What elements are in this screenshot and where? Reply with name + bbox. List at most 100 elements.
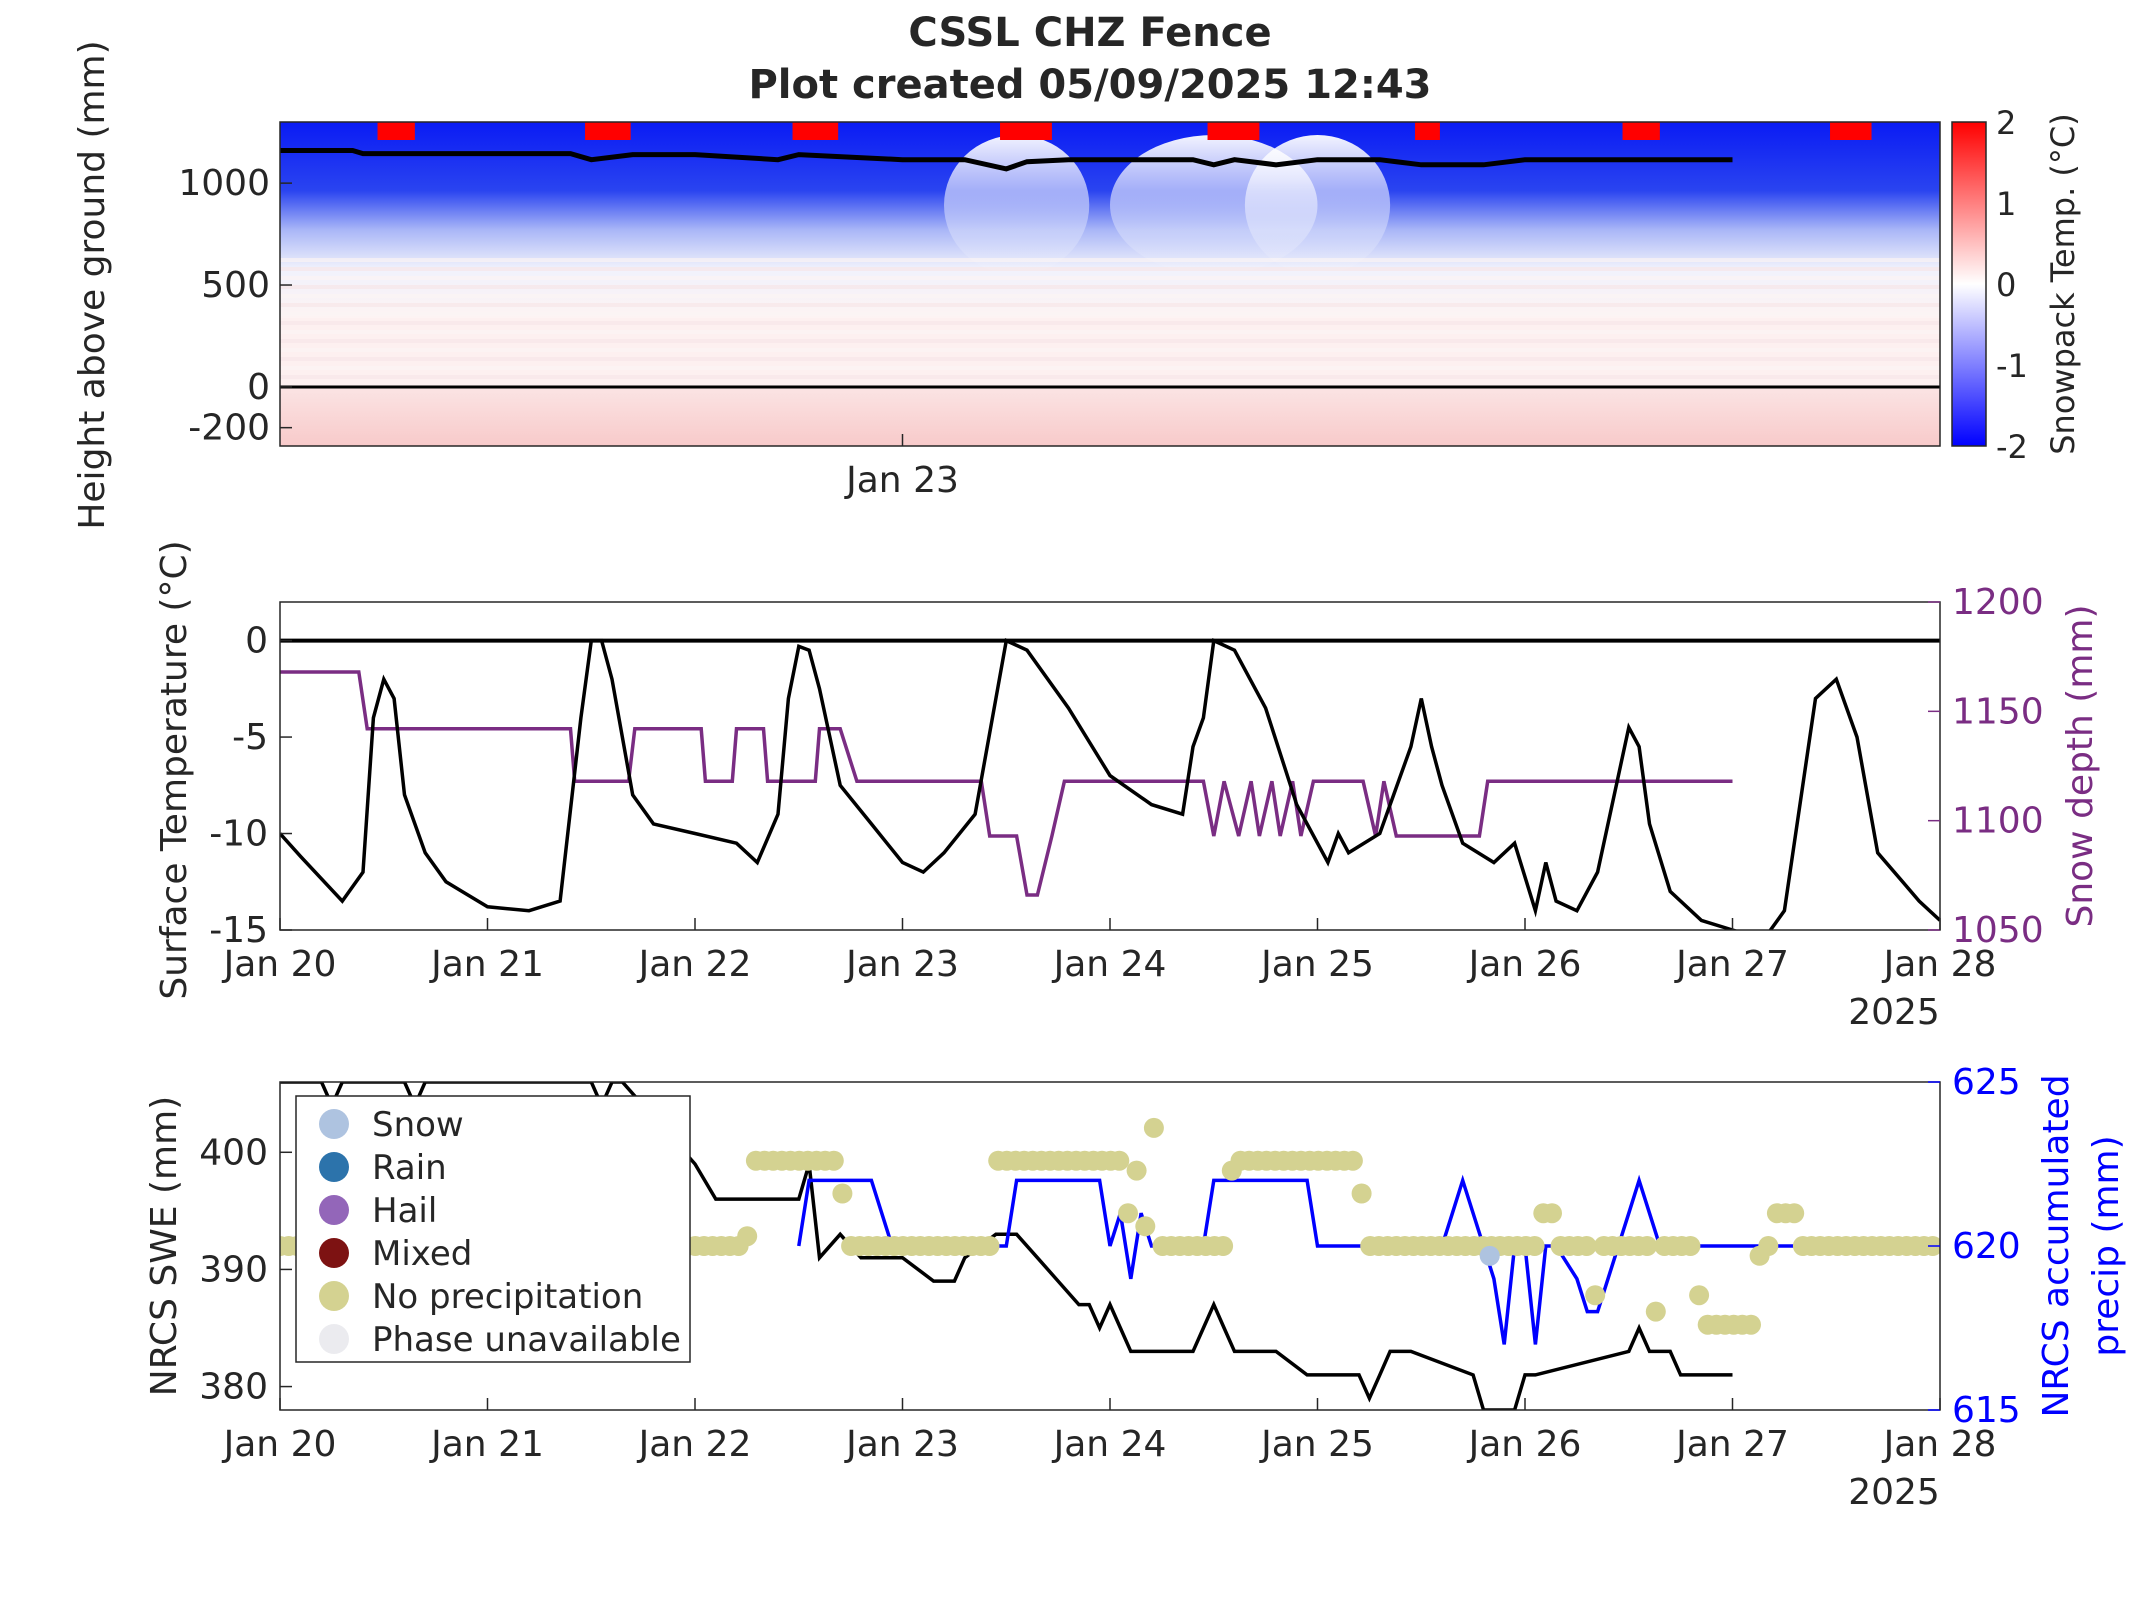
temperature-x-tick-label: Jan 25 — [1259, 944, 1374, 985]
no-precip-marker — [1637, 1236, 1658, 1256]
heatmap-ground-layer — [280, 387, 1940, 446]
legend-label: Snow — [372, 1105, 464, 1145]
swe-x-tick-label: Jan 25 — [1259, 1424, 1374, 1465]
no-precip-marker — [979, 1236, 1000, 1256]
heatmap-x-tick-label: Jan 23 — [844, 460, 959, 501]
legend-label: No precipitation — [372, 1277, 643, 1317]
temperature-x-tick-label: Jan 24 — [1052, 944, 1167, 985]
heatmap-x-ticks: Jan 23 — [844, 434, 959, 501]
legend-label: Rain — [372, 1148, 447, 1188]
accumulated-precip-line — [797, 1174, 1940, 1345]
swe-x-tick-label: Jan 23 — [844, 1424, 959, 1465]
heatmap-stripe — [280, 303, 1940, 307]
snow-depth-y-tick-label: 1150 — [1952, 691, 2044, 732]
snow-depth-y-tick-label: 1100 — [1952, 801, 2044, 842]
legend-marker — [319, 1109, 349, 1139]
temperature-y-label: Surface Temperature (°C) — [154, 540, 195, 999]
temperature-x-ticks: Jan 20 Jan 21 Jan 22 Jan 23 Jan 24 Jan 25 Jan … — [222, 918, 1996, 985]
swe-y-tick-label: 400 — [199, 1132, 268, 1173]
snow-surface-line — [280, 148, 1733, 172]
no-precip-marker — [823, 1150, 844, 1171]
swe-x-tick-label: Jan 26 — [1467, 1424, 1582, 1465]
no-precip-marker — [1118, 1203, 1138, 1224]
no-precip-marker — [1126, 1160, 1147, 1181]
temperature-y-tick-label: -10 — [209, 814, 268, 855]
colorbar-tick-label: -2 — [1996, 428, 2028, 466]
heatmap-warm-mark — [1000, 122, 1052, 140]
heatmap-y-tick-label: 500 — [201, 265, 270, 306]
heatmap-warm-mark — [377, 122, 415, 140]
heatmap-y-tick-label: -200 — [188, 408, 270, 449]
no-precip-marker — [1784, 1203, 1805, 1224]
temperature-y-tick-label: -5 — [232, 717, 268, 758]
heatmap-warm-mark — [585, 122, 631, 140]
temperature-x-tick-label: Jan 27 — [1674, 944, 1789, 985]
legend-label: Phase unavailable — [372, 1320, 681, 1360]
colorbar-tick-label: 1 — [1996, 185, 2016, 223]
heatmap-stripe — [280, 330, 1940, 334]
no-precip-marker — [1342, 1150, 1363, 1171]
heatmap-stripe — [280, 366, 1940, 370]
no-precip-marker — [737, 1226, 758, 1247]
temperature-y-tick-label: -15 — [209, 910, 268, 951]
heatmap-stripe — [280, 312, 1940, 316]
precip-y-ticks: 615 620 625 — [1928, 1062, 2021, 1431]
no-precip-marker — [1758, 1236, 1779, 1256]
heatmap-stripe — [280, 348, 1940, 352]
snow-depth-y-label: Snow depth (mm) — [2060, 604, 2101, 927]
heatmap-stripe — [280, 276, 1940, 280]
temperature-x-tick-label: Jan 23 — [844, 944, 959, 985]
swe-y-tick-label: 380 — [199, 1367, 268, 1408]
temperature-y-tick-label: 0 — [245, 621, 268, 662]
precip-y-tick-label: 615 — [1952, 1390, 2021, 1431]
swe-x-ticks: Jan 20 Jan 21 Jan 22 Jan 23 Jan 24 Jan 25 Jan … — [222, 1398, 1996, 1465]
swe-y-ticks: 380 390 400 — [199, 1132, 292, 1408]
temperature-y-ticks: -15 -10 -5 0 — [209, 621, 292, 951]
swe-x-tick-label: Jan 27 — [1674, 1424, 1789, 1465]
legend-label: Hail — [372, 1191, 437, 1231]
swe-y-label: NRCS SWE (mm) — [144, 1096, 185, 1396]
heatmap-surface-warm-marks — [377, 122, 1872, 140]
heatmap-warm-mark — [1207, 122, 1260, 140]
heatmap-warm-zones — [944, 135, 1391, 275]
snow-marker — [1479, 1245, 1500, 1266]
heatmap-warm-mark — [792, 122, 839, 140]
no-precip-marker — [1524, 1236, 1545, 1256]
legend-marker — [319, 1281, 349, 1311]
legend-marker — [319, 1238, 349, 1268]
chart-title: CSSL CHZ Fence — [908, 10, 1271, 56]
temperature-year-label: 2025 — [1848, 992, 1940, 1033]
legend-box — [295, 1095, 691, 1363]
heatmap-warm-zone — [944, 135, 1090, 275]
swe-x-tick-label: Jan 21 — [429, 1424, 544, 1465]
colorbar-label: Snowpack Temp. (°C) — [2044, 113, 2082, 455]
no-precip-marker — [1576, 1236, 1597, 1256]
heatmap-stripe — [280, 375, 1940, 379]
swe-y-tick-label: 390 — [199, 1249, 268, 1290]
heatmap-stripe — [280, 357, 1940, 361]
no-precip-marker — [1680, 1236, 1701, 1256]
precip-y-tick-label: 620 — [1952, 1226, 2021, 1267]
no-precip-marker — [1143, 1117, 1164, 1138]
legend-marker — [319, 1324, 349, 1354]
swe-x-tick-label: Jan 24 — [1052, 1424, 1167, 1465]
heatmap-y-tick-label: 0 — [247, 367, 270, 408]
heatmap-axes-box — [279, 121, 1941, 447]
precip-y-tick-label: 625 — [1952, 1062, 2021, 1103]
no-precip-marker — [1542, 1203, 1562, 1224]
heatmap-warm-mark — [1830, 122, 1872, 140]
precip-y-label-line2: precip (mm) — [2086, 1135, 2127, 1356]
heatmap-warm-zone — [1244, 135, 1391, 275]
no-precip-marker — [1741, 1314, 1761, 1335]
snow-depth-y-ticks: 1050 1100 1150 1200 — [1928, 582, 2044, 951]
no-precip-marker — [1585, 1285, 1606, 1306]
no-precip-marker — [1645, 1301, 1666, 1322]
chart-subtitle: Plot created 05/09/2025 12:43 — [748, 62, 1431, 108]
temperature-x-tick-label: Jan 20 — [222, 944, 337, 985]
temperature-axes-background — [280, 602, 1940, 930]
snow-depth-line — [280, 670, 1733, 897]
